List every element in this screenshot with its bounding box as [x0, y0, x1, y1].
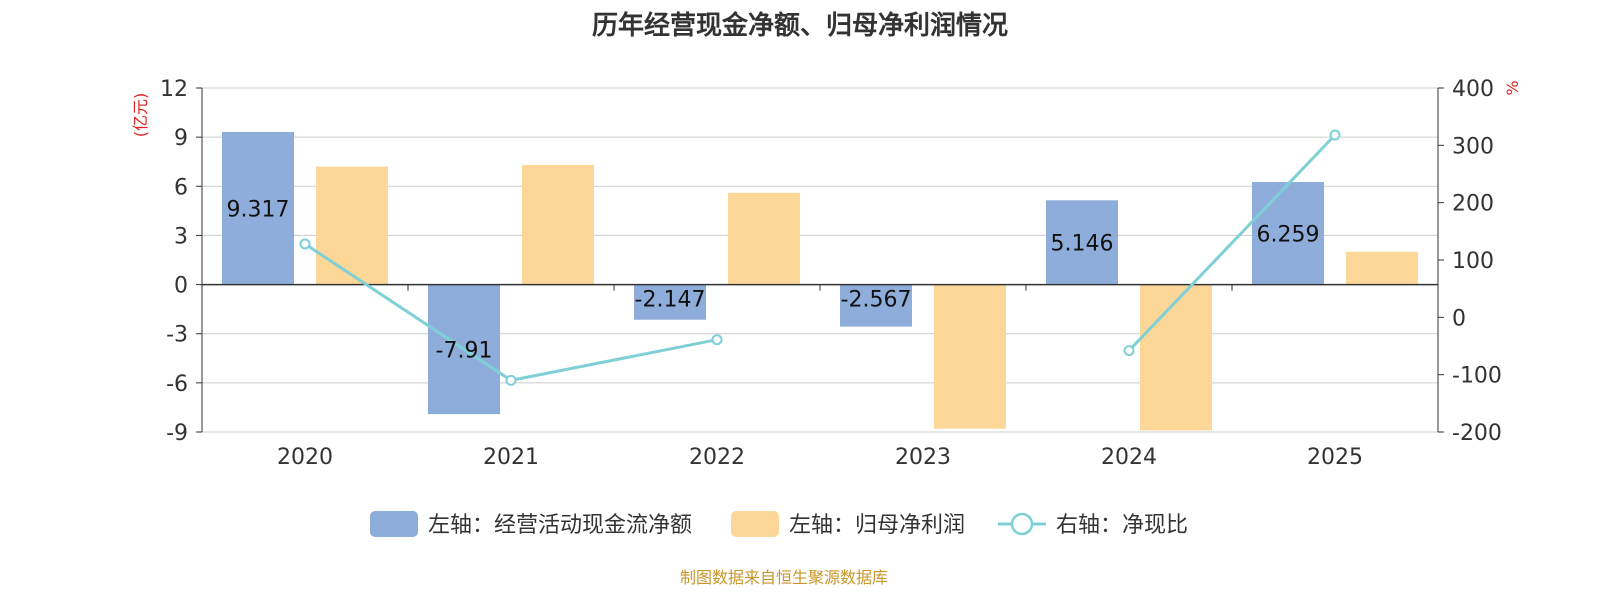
legend-marker-ratio: [1010, 512, 1034, 536]
x-axis: [201, 283, 1439, 433]
cashflow-data-label: 9.317: [227, 197, 290, 222]
profit-bar: [522, 164, 594, 285]
x-tick-label: 2025: [1307, 445, 1363, 470]
cashflow-bar: [222, 131, 294, 285]
right-tick-label: 300: [1452, 134, 1494, 159]
net-cash-ratio-point: [505, 374, 517, 386]
profit-bar: [728, 192, 800, 285]
x-tick-label: 2022: [689, 445, 745, 470]
right-tick-label: 400: [1452, 77, 1494, 102]
right-tick-label: 0: [1452, 306, 1466, 331]
cashflow-data-label: -7.91: [436, 338, 493, 363]
cashflow-data-label: 6.259: [1257, 222, 1320, 247]
cashflow-bar: [634, 284, 706, 320]
legend-label-ratio: 右轴：净现比: [1056, 513, 1188, 538]
cashflow-bar: [1046, 200, 1118, 285]
source-note: 制图数据来自恒生聚源数据库: [680, 568, 888, 587]
left-tick-label: 0: [174, 274, 188, 299]
legend-label-profit: 左轴：归母净利润: [789, 513, 965, 538]
right-axis: 400 300 200 100 0 -100 -200: [1437, 77, 1502, 446]
left-tick-label: -6: [166, 372, 188, 397]
right-tick-label: -100: [1452, 364, 1502, 389]
cashflow-data-label: 5.146: [1051, 231, 1114, 256]
left-tick-label: 3: [174, 224, 188, 249]
profit-bar: [316, 166, 388, 285]
right-axis-unit: %: [1503, 80, 1522, 95]
right-tick-label: 100: [1452, 249, 1494, 274]
left-tick-label: -9: [166, 421, 188, 446]
x-tick-label: 2020: [277, 445, 333, 470]
data-labels: 9.317 -7.91 -2.147 -2.567 5.146 6.259: [227, 197, 1320, 363]
right-tick-label: 200: [1452, 192, 1494, 217]
net-cash-ratio-point: [1329, 129, 1341, 141]
x-tick-label: 2021: [483, 445, 539, 470]
x-tick-labels: 2020 2021 2022 2023 2024 2025: [277, 445, 1363, 470]
cashflow-data-label: -2.147: [635, 288, 706, 313]
net-cash-ratio-point: [1123, 345, 1135, 357]
right-tick-label: -200: [1452, 421, 1502, 446]
left-axis: 12 9 6 3 0 -3 -6 -9: [160, 77, 203, 446]
line-series: [299, 129, 1341, 386]
left-tick-label: 6: [174, 175, 188, 200]
profit-bar: [1140, 284, 1212, 431]
left-axis-unit: (亿元): [131, 93, 150, 138]
profit-bar: [1346, 251, 1418, 285]
left-tick-label: -3: [166, 323, 188, 348]
cashflow-bar: [840, 284, 912, 327]
legend-label-cashflow: 左轴：经营活动现金流净额: [428, 513, 692, 538]
net-cash-ratio-point: [299, 238, 311, 250]
legend-swatch-cashflow: [370, 511, 418, 537]
legend-swatch-profit: [731, 511, 779, 537]
left-tick-label: 12: [160, 77, 188, 102]
left-tick-label: 9: [174, 126, 188, 151]
net-cash-ratio-line: [1127, 133, 1337, 352]
net-cash-ratio-point: [711, 334, 723, 346]
legend: 左轴：经营活动现金流净额 左轴：归母净利润 右轴：净现比: [370, 511, 1188, 538]
bars: [222, 131, 1418, 431]
cashflow-data-label: -2.567: [841, 288, 912, 313]
cashflow-bar: [1252, 182, 1324, 285]
x-tick-label: 2024: [1101, 445, 1157, 470]
chart-title: 历年经营现金净额、归母净利润情况: [592, 10, 1008, 41]
profit-bar: [934, 284, 1006, 429]
x-tick-label: 2023: [895, 445, 951, 470]
